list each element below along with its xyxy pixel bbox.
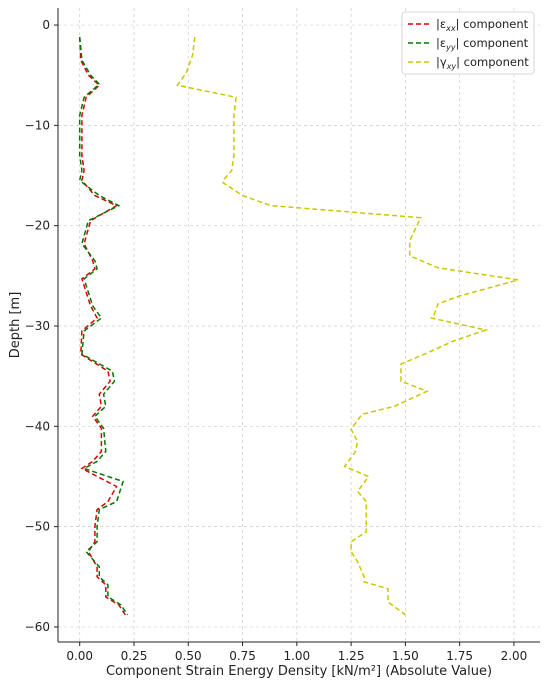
y-tick-label: 0: [42, 18, 50, 32]
series-line-xy: [176, 37, 519, 616]
grid: [58, 8, 540, 642]
y-tick-label: −20: [25, 219, 50, 233]
y-tick-label: −10: [25, 118, 50, 132]
series-line-yy: [78, 37, 129, 616]
x-tick-label: 0.50: [175, 649, 202, 663]
x-tick-label: 0.00: [66, 649, 93, 663]
x-tick-label: 1.50: [392, 649, 419, 663]
axes: [57, 8, 540, 643]
legend-label-xy: |γxy| component: [436, 55, 529, 71]
x-tick-label: 1.75: [446, 649, 473, 663]
x-tick-label: 1.00: [283, 649, 310, 663]
series-line-xx: [78, 37, 126, 616]
y-axis-label: Depth [m]: [8, 292, 23, 359]
y-tick-label: −40: [25, 419, 50, 433]
legend-label-yy: |εyy| component: [436, 36, 529, 52]
y-tick-label: −50: [25, 520, 50, 534]
x-tick-label: 0.25: [121, 649, 148, 663]
ticks: 0.00 0.25 0.50 0.75 1.00 1.25 1.50 1.75 2.00 0 −10…: [25, 18, 528, 663]
x-tick-label: 2.00: [501, 649, 528, 663]
x-axis-label: Component Strain Energy Density [kN/m²] …: [106, 664, 492, 679]
y-tick-label: −30: [25, 319, 50, 333]
legend-frame: [401, 11, 535, 75]
x-tick-label: 1.25: [338, 649, 365, 663]
y-tick-label: −60: [25, 620, 50, 634]
series-layer: [78, 37, 519, 616]
legend-label-xx: |εxx| component: [436, 17, 529, 33]
legend: |εxx| component |εyy| component |γxy| comp…: [401, 11, 535, 75]
x-tick-label: 0.75: [229, 649, 256, 663]
